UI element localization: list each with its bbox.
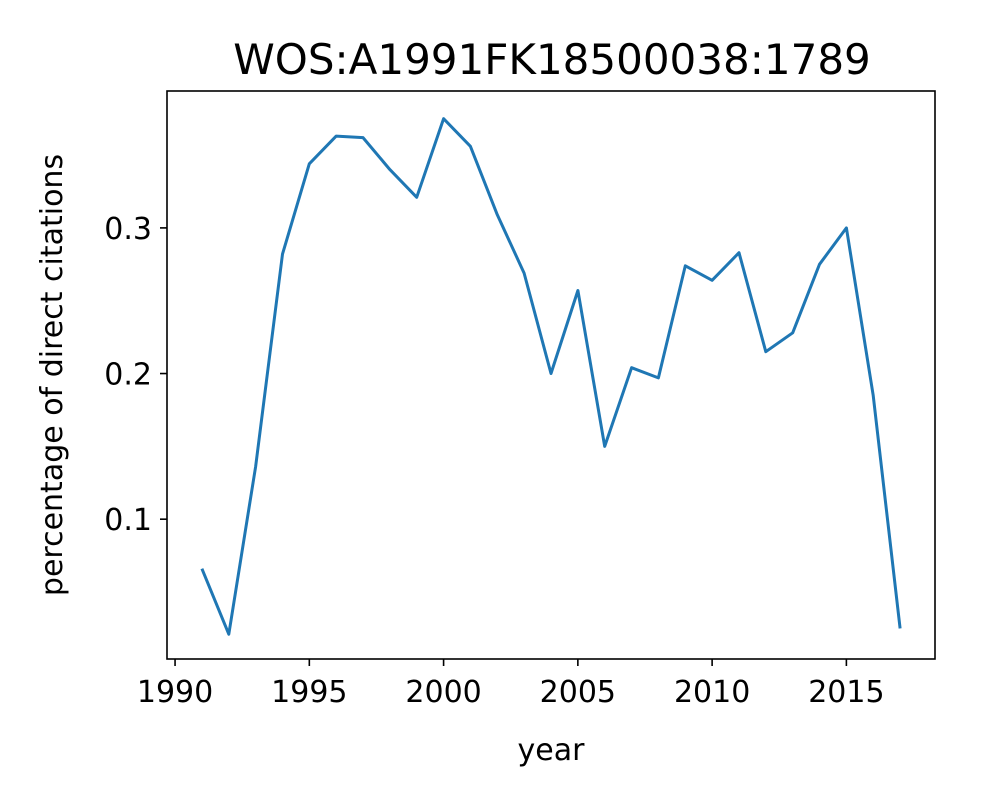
x-axis-label: year <box>518 733 586 768</box>
y-tick-label: 0.1 <box>104 503 152 538</box>
x-tick-label: 2010 <box>674 675 750 710</box>
x-tick-label: 2000 <box>405 675 481 710</box>
x-tick-label: 2015 <box>808 675 884 710</box>
x-axis: 1990 1995 2000 2005 2010 2015 <box>137 659 885 710</box>
plot-frame <box>166 90 936 660</box>
series-line-0 <box>200 117 902 636</box>
chart-title: WOS:A1991FK18500038:1789 <box>233 35 871 84</box>
y-tick-label: 0.2 <box>104 358 152 393</box>
y-axis: 0.1 0.2 0.3 <box>104 212 167 538</box>
x-tick-label: 1995 <box>271 675 347 710</box>
y-tick-label: 0.3 <box>104 212 152 247</box>
x-tick-label: 1990 <box>137 675 213 710</box>
x-tick-label: 2005 <box>540 675 616 710</box>
y-axis-label: percentage of direct citations <box>35 154 70 596</box>
plot-area <box>200 117 902 636</box>
